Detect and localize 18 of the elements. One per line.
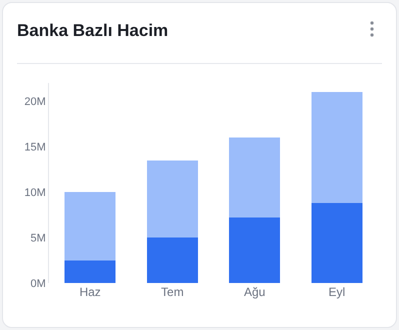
- bar: [64, 192, 116, 260]
- y-tick-label: 20M: [24, 96, 46, 108]
- y-tick-label: 0M: [30, 278, 46, 290]
- x-tick-label: Tem: [161, 285, 184, 299]
- y-tick-label: 10M: [24, 186, 46, 199]
- x-tick-label: Ağu: [244, 285, 266, 299]
- x-tick-label: Haz: [79, 285, 101, 299]
- y-tick-label: 15M: [24, 141, 46, 154]
- bar: [311, 203, 362, 283]
- bar: [229, 138, 280, 218]
- chart-title: Banka Bazlı Hacim: [17, 21, 168, 41]
- bar: [146, 160, 198, 238]
- x-tick-label: Eyl: [328, 285, 346, 299]
- bar: [146, 238, 198, 283]
- bar: [64, 260, 116, 283]
- y-tick-label: 5M: [30, 232, 46, 244]
- bar: [229, 218, 280, 283]
- bar: [311, 92, 362, 203]
